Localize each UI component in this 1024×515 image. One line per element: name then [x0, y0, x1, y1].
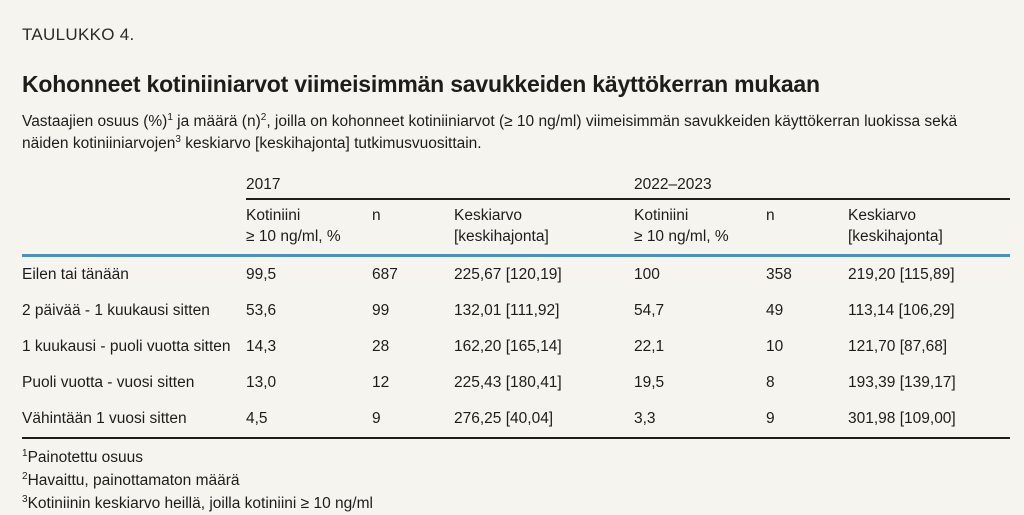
description-text: keskiarvo [keskihajonta] tutkimusvuositt… [180, 135, 482, 152]
footnote-ref-2: 2 [260, 111, 267, 123]
header-line: ≥ 10 ng/ml, % [634, 228, 729, 245]
page-title: Kohonneet kotiniiniarvot viimeisimmän sa… [22, 71, 820, 97]
cell-mean-2017: 225,43 [180,41] [454, 374, 562, 391]
cell-n-2017: 9 [372, 401, 454, 439]
empty-corner-cell [22, 199, 246, 257]
header-line: [keskihajonta] [848, 228, 943, 245]
cell-pct-2022: 22,1 [634, 338, 665, 355]
column-group-header-row: 2017 2022–2023 [22, 174, 1011, 200]
cell-pct-2017: 53,6 [246, 302, 277, 319]
cell-mean-2022: 219,20 [115,89] [848, 266, 955, 283]
header-line: ≥ 10 ng/ml, % [246, 228, 341, 245]
description-text: ja määrä (n) [172, 113, 261, 130]
empty-corner-cell [22, 174, 246, 199]
cell-mean-2017: 225,67 [120,19] [454, 266, 562, 283]
cell-n-2017: 99 [372, 302, 390, 319]
row-label: Puoli vuotta - vuosi sitten [22, 374, 195, 391]
cell-pct-2017: 4,5 [246, 401, 372, 439]
header-mean-2022: Keskiarvo [keskihajonta] [848, 199, 1011, 257]
row-label: Eilen tai tänään [22, 266, 129, 283]
cell-mean-2022: 193,39 [139,17] [848, 374, 956, 391]
row-label: Vähintään 1 vuosi sitten [22, 401, 246, 439]
header-cotinine-2022: Kotiniini ≥ 10 ng/ml, % [634, 199, 766, 257]
cell-n-2017: 687 [372, 266, 398, 283]
cell-n-2022: 10 [766, 338, 784, 355]
column-group-2022-2023: 2022–2023 [634, 174, 1011, 200]
table-row: 2 päivää - 1 kuukausi sitten 53,6 99 132… [22, 293, 1010, 329]
table-row: Eilen tai tänään 99,5 687 225,67 [120,19… [22, 256, 1010, 294]
header-line: Kotiniini [634, 207, 689, 224]
subheader-row: Kotiniini ≥ 10 ng/ml, % n Keskiarvo [keski… [22, 199, 1011, 257]
header-mean-2017: Keskiarvo [keskihajonta] [454, 199, 634, 257]
description-text: , joilla on kohonneet kotiniiniarvot (≥ … [22, 113, 958, 152]
row-label: 2 päivää - 1 kuukausi sitten [22, 302, 210, 319]
cell-mean-2017: 276,25 [40,04] [454, 401, 634, 439]
cell-pct-2017: 13,0 [246, 374, 277, 391]
cell-n-2017: 28 [372, 338, 390, 355]
cell-pct-2022: 100 [634, 266, 660, 283]
cell-pct-2022: 19,5 [634, 374, 665, 391]
footnote-item: 2Havaittu, painottamaton määrä [22, 469, 1010, 492]
header-line: Keskiarvo [848, 207, 917, 224]
footnote-item: 3Kotiniinin keskiarvo heillä, joilla kot… [22, 492, 1010, 515]
row-label: 1 kuukausi - puoli vuotta sitten [22, 338, 231, 355]
footnotes: 1Painotettu osuus 2Havaittu, painottamat… [22, 446, 1010, 515]
cell-pct-2017: 14,3 [246, 338, 277, 355]
cell-n-2022: 8 [766, 374, 775, 391]
cell-pct-2022: 54,7 [634, 302, 665, 319]
footnote-marker: 2 [22, 470, 28, 482]
cotinine-table: 2017 2022–2023 Kotiniini ≥ 10 ng/ml, % n … [22, 174, 1011, 439]
cell-n-2022: 9 [766, 401, 848, 439]
footnote-marker: 1 [22, 447, 28, 459]
header-n-2017: n [372, 199, 454, 257]
footnote-item: 1Painotettu osuus [22, 446, 1010, 469]
header-line: Keskiarvo [454, 207, 523, 224]
cell-n-2017: 12 [372, 374, 390, 391]
header-line: Kotiniini [246, 207, 301, 224]
header-n-2022: n [766, 199, 848, 257]
footnote-text: Kotiniinin keskiarvo heillä, joilla koti… [27, 495, 373, 512]
footnote-marker: 3 [22, 493, 28, 505]
cell-mean-2022: 121,70 [87,68] [848, 338, 948, 355]
cell-mean-2017: 132,01 [111,92] [454, 302, 560, 319]
header-cotinine-2017: Kotiniini ≥ 10 ng/ml, % [246, 199, 372, 257]
footnote-text: Havaittu, painottamaton määrä [27, 472, 240, 489]
table-row: Vähintään 1 vuosi sitten 4,5 9 276,25 [4… [22, 401, 1011, 439]
cell-mean-2017: 162,20 [165,14] [454, 338, 562, 355]
footnote-ref-3: 3 [175, 133, 181, 145]
cell-mean-2022: 113,14 [106,29] [848, 302, 955, 319]
header-line: [keskihajonta] [454, 228, 549, 245]
cell-mean-2022: 301,98 [109,00] [848, 401, 1011, 439]
footnote-ref-1: 1 [167, 111, 173, 123]
cell-n-2022: 49 [766, 302, 784, 319]
cell-pct-2017: 99,5 [246, 266, 277, 283]
cell-n-2022: 358 [766, 266, 792, 283]
cell-pct-2022: 3,3 [634, 401, 766, 439]
table-row: Puoli vuotta - vuosi sitten 13,0 12 225,… [22, 365, 1010, 401]
column-group-2017: 2017 [246, 174, 634, 200]
table-description: Vastaajien osuus (%)1 ja määrä (n)2, joi… [22, 111, 1000, 155]
table-row: 1 kuukausi - puoli vuotta sitten 14,3 28… [22, 329, 1010, 365]
description-text: Vastaajien osuus (%) [22, 113, 168, 130]
footnote-text: Painotettu osuus [27, 449, 144, 466]
table-number-label: TAULUKKO 4. [22, 25, 135, 44]
